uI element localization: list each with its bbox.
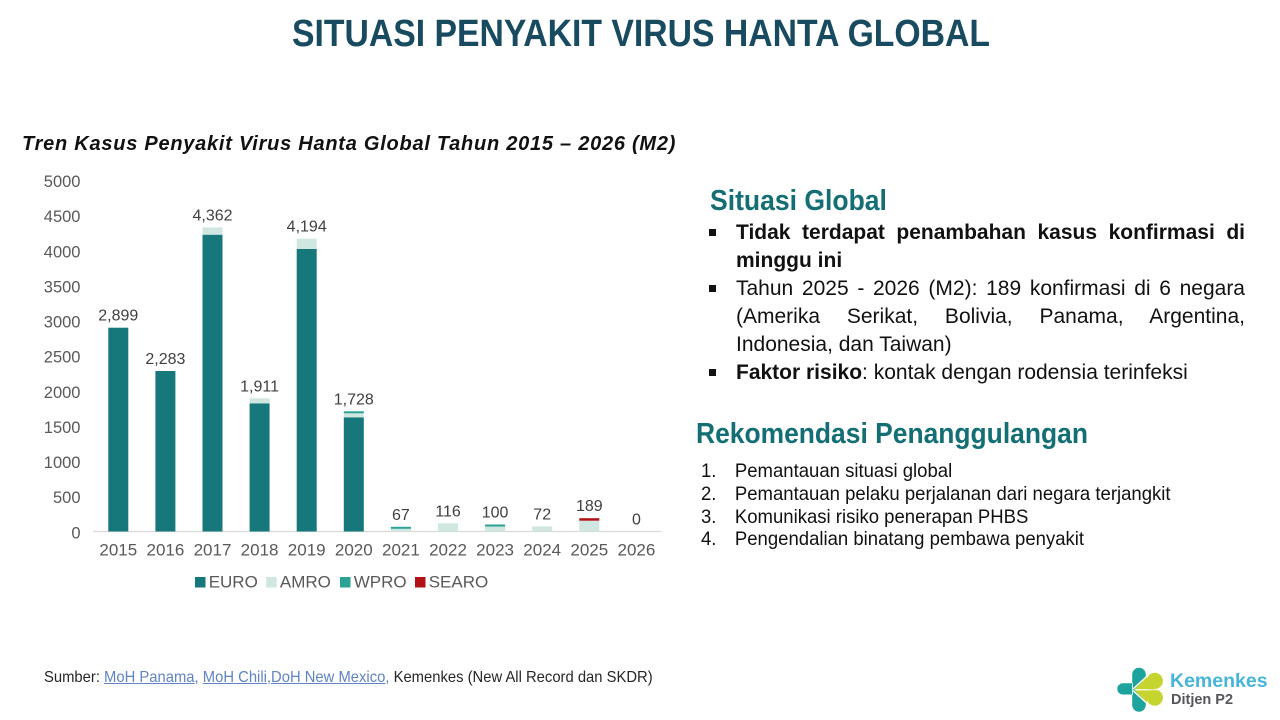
- svg-text:0: 0: [71, 524, 80, 542]
- svg-text:2023: 2023: [476, 541, 514, 560]
- svg-text:2022: 2022: [429, 541, 467, 560]
- svg-text:100: 100: [482, 505, 509, 522]
- svg-text:2000: 2000: [44, 384, 81, 402]
- svg-text:SEARO: SEARO: [429, 573, 489, 592]
- svg-text:2020: 2020: [335, 541, 373, 560]
- svg-text:AMRO: AMRO: [280, 573, 331, 592]
- svg-text:2021: 2021: [382, 541, 420, 560]
- svg-text:3500: 3500: [44, 278, 81, 296]
- svg-text:3000: 3000: [44, 314, 81, 332]
- svg-text:2026: 2026: [617, 541, 655, 560]
- svg-text:116: 116: [435, 503, 461, 520]
- svg-text:2025: 2025: [570, 541, 608, 560]
- svg-text:2017: 2017: [194, 541, 232, 560]
- svg-text:500: 500: [53, 489, 81, 507]
- svg-text:1,728: 1,728: [334, 391, 374, 408]
- svg-text:1000: 1000: [44, 454, 81, 472]
- svg-text:2500: 2500: [44, 349, 81, 367]
- svg-text:0: 0: [632, 512, 641, 529]
- svg-text:2019: 2019: [288, 541, 326, 560]
- svg-text:4500: 4500: [44, 208, 81, 226]
- svg-text:2,283: 2,283: [145, 351, 185, 368]
- svg-text:189: 189: [576, 498, 603, 515]
- svg-text:2018: 2018: [241, 541, 279, 560]
- svg-text:1,911: 1,911: [240, 378, 279, 395]
- svg-text:1500: 1500: [44, 419, 81, 437]
- svg-text:4,362: 4,362: [192, 207, 232, 224]
- svg-text:4000: 4000: [44, 243, 81, 261]
- svg-text:67: 67: [392, 507, 410, 524]
- svg-text:72: 72: [533, 506, 551, 523]
- svg-text:4,194: 4,194: [287, 219, 327, 236]
- svg-text:5000: 5000: [44, 173, 81, 191]
- svg-text:2,899: 2,899: [98, 308, 138, 325]
- svg-text:EURO: EURO: [209, 573, 258, 592]
- svg-text:2016: 2016: [146, 541, 184, 560]
- svg-text:2024: 2024: [523, 541, 561, 560]
- svg-text:WPRO: WPRO: [354, 573, 407, 592]
- svg-text:2015: 2015: [99, 541, 137, 560]
